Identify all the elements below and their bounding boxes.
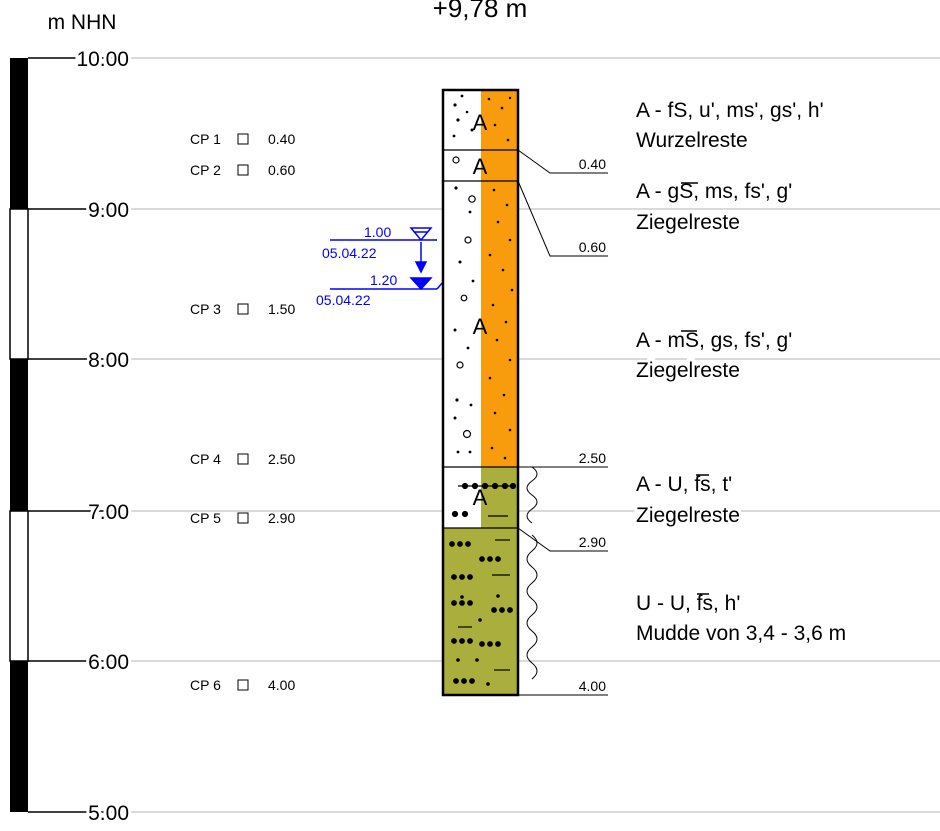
core-sample-depth: 2.90 (268, 510, 295, 526)
sample-marker-icon (237, 512, 249, 524)
arrow-down-icon (414, 261, 428, 274)
scale-label: 9.00 (88, 199, 129, 222)
borehole-column: A A A A (441, 88, 520, 697)
wavy-boundary (526, 466, 538, 524)
scale-segment (9, 208, 29, 360)
scale-bar: 10.00 9.00 8.00 7.00 6.00 5.00 (9, 45, 132, 828)
core-sample-label: CP 6 (190, 677, 221, 693)
core-sample-depth: 4.00 (268, 677, 295, 693)
sample-marker-icon (237, 679, 249, 691)
layer-description: A - fS, u', ms', gs', h' (636, 99, 824, 122)
layer-fill-silt (481, 467, 518, 528)
layer-symbol: A (473, 110, 488, 135)
sample-marker-icon (237, 164, 249, 176)
groundwater-date: 05.04.22 (316, 292, 371, 308)
scale-segment (9, 510, 29, 662)
core-samples: CP 1 0.40 CP 2 0.60 CP 3 1.50 CP 4 2.50 … (190, 131, 295, 693)
scale-segment (10, 359, 28, 511)
layer-depth: 2.50 (579, 450, 606, 466)
water-level-triangle-icon (409, 277, 433, 291)
core-sample: CP 2 0.60 (190, 162, 295, 178)
core-sample: CP 4 2.50 (190, 451, 295, 467)
core-sample: CP 3 1.50 (190, 301, 295, 317)
layer-fill (443, 90, 481, 467)
layer-fill-silt (443, 528, 518, 695)
core-sample: CP 1 0.40 (190, 131, 295, 147)
layer-remark: Ziegelreste (636, 211, 740, 234)
layer-remark: Ziegelreste (636, 504, 740, 527)
core-sample-label: CP 4 (190, 451, 221, 467)
sample-marker-icon (237, 303, 249, 315)
sample-marker-icon (237, 453, 249, 465)
layer-symbol: A (473, 485, 488, 510)
groundwater-depth: 1.00 (364, 224, 391, 240)
water-level-triangle-icon (409, 227, 433, 242)
layer-description: A - gS, ms, fs', g' (636, 180, 792, 203)
scale-label: 7.00 (88, 501, 129, 524)
layer-remark: Mudde von 3,4 - 3,6 m (636, 622, 846, 645)
overline-marks (681, 182, 709, 595)
sand-pattern (452, 94, 514, 460)
layer-depth: 0.60 (579, 239, 606, 255)
scale-label: 8.00 (88, 349, 129, 372)
elevation-title: +9,78 m (433, 0, 528, 23)
groundwater-depth: 1.20 (370, 272, 397, 288)
depth-leaders (517, 149, 608, 696)
scale-label: 6.00 (88, 651, 129, 674)
layer-remark: Wurzelreste (636, 129, 748, 152)
groundwater-date: 05.04.22 (322, 245, 377, 261)
layer-description: A - U, fs, t' (636, 473, 732, 496)
layer-fill (443, 467, 481, 528)
borehole-outline (441, 88, 520, 697)
layer-depth: 2.90 (579, 534, 606, 550)
layer-fill-sand (481, 90, 518, 467)
wavy-boundary (526, 534, 538, 680)
core-sample-label: CP 1 (190, 131, 221, 147)
silt-pattern (449, 482, 517, 686)
core-sample-label: CP 2 (190, 162, 221, 178)
core-sample: CP 6 4.00 (190, 677, 295, 693)
grid (118, 57, 940, 813)
scale-segment (10, 661, 28, 812)
layer-remark: Ziegelreste (636, 359, 740, 382)
core-sample: CP 5 2.90 (190, 510, 295, 526)
groundwater: 1.00 05.04.22 1.20 05.04.22 (316, 224, 444, 308)
layer-depth: 0.40 (579, 156, 606, 172)
layer-description: A - mS, gs, fs', g' (636, 329, 792, 352)
sample-marker-icon (237, 133, 249, 145)
layer-symbol: A (473, 314, 488, 339)
layer-depth: 4.00 (579, 678, 606, 694)
layer-symbol: A (473, 154, 488, 179)
core-sample-label: CP 3 (190, 301, 221, 317)
scale-segment (10, 58, 28, 209)
layer-description: U - U, fs, h' (636, 592, 740, 615)
scale-label: 10.00 (76, 48, 129, 71)
core-sample-label: CP 5 (190, 510, 221, 526)
core-sample-depth: 0.60 (268, 162, 295, 178)
core-sample-depth: 2.50 (268, 451, 295, 467)
unit-label: m NHN (48, 11, 117, 34)
core-sample-depth: 0.40 (268, 131, 295, 147)
gravel-pattern (452, 156, 476, 439)
core-sample-depth: 1.50 (268, 301, 295, 317)
scale-label: 5.00 (88, 802, 129, 825)
